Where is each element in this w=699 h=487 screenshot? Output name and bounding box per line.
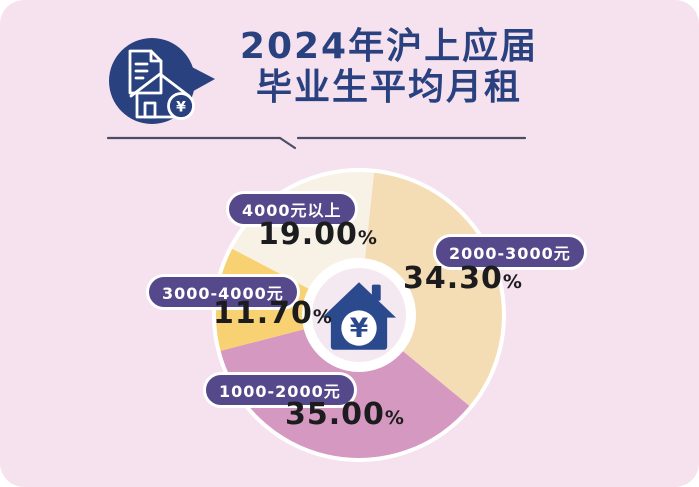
donut-slice-0: [359, 172, 502, 406]
house-roof: [322, 282, 396, 318]
center-house-icon: ¥: [322, 282, 396, 350]
header-bubble-icon: ¥: [109, 38, 215, 124]
document-lines: [134, 62, 149, 80]
slice-value-4000plus: 19.00%: [258, 217, 378, 252]
bubble-tail: [188, 65, 215, 94]
page-title-line1: 2024年沪上应届: [239, 26, 539, 67]
yen-coin-icon: [167, 92, 195, 120]
page-title: 2024年沪上应届 毕业生平均月租: [222, 26, 556, 108]
slice-label-pill-4000plus: 4000元以上: [226, 191, 358, 227]
divider-line: [107, 136, 527, 150]
slice-value-number: 34.30: [403, 261, 503, 296]
percent-sign: %: [502, 271, 523, 293]
slice-label-pill-3000-4000: 3000-4000元: [146, 274, 300, 310]
percent-sign: %: [384, 407, 405, 429]
slice-value-2000-3000: 34.30%: [403, 261, 523, 296]
document-fold: [149, 49, 163, 63]
house-door-icon: [143, 101, 157, 119]
page-title-line2: 毕业生平均月租: [255, 67, 522, 108]
slice-value-number: 11.70: [213, 296, 313, 331]
percent-sign: %: [357, 227, 378, 249]
slice-value-number: 35.00: [285, 397, 385, 432]
slice-value-3000-4000: 11.70%: [213, 296, 333, 331]
slice-value-1000-2000: 35.00%: [285, 397, 405, 432]
slice-label-pill-1000-2000: 1000-2000元: [203, 372, 357, 408]
house-roof-outline-icon: [129, 72, 191, 98]
divider-break-slash: [278, 136, 297, 150]
slice-value-number: 19.00: [258, 217, 358, 252]
slice-label-pill-2000-3000: 2000-3000元: [433, 234, 587, 270]
yen-coin-symbol: ¥: [176, 100, 186, 116]
center-yen-symbol: ¥: [350, 313, 369, 344]
document-icon: [128, 49, 163, 95]
percent-sign: %: [312, 306, 333, 328]
center-yen-circle: [341, 310, 377, 346]
